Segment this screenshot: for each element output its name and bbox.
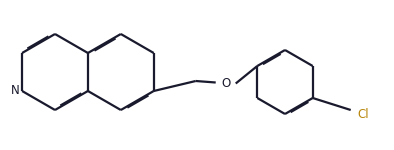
Text: N: N: [11, 84, 19, 96]
Text: O: O: [221, 76, 230, 90]
Text: Cl: Cl: [358, 108, 369, 120]
